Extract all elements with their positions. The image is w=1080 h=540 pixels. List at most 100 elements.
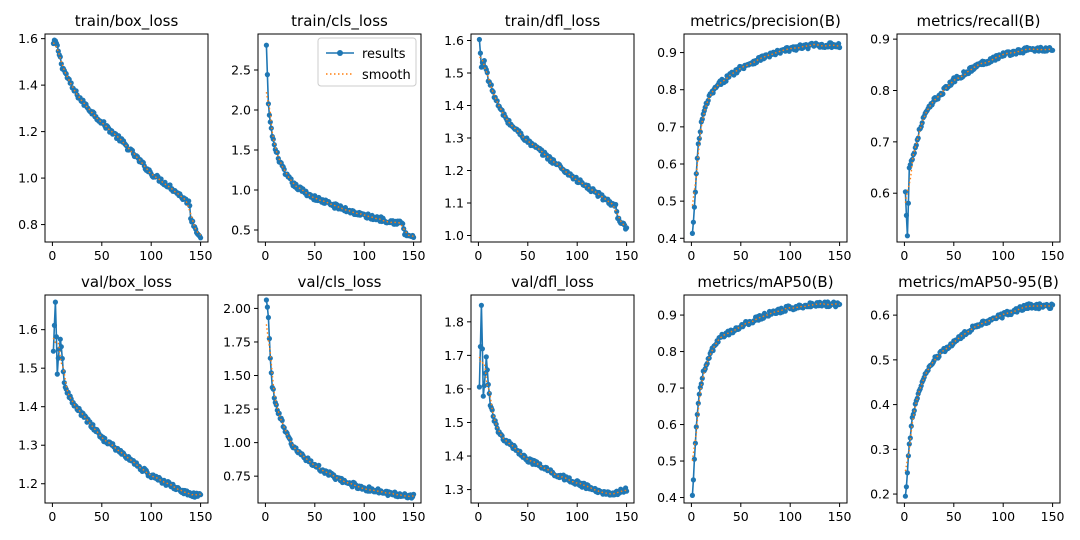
y-tick-label: 0.8 <box>657 82 677 97</box>
y-tick-label: 1.0 <box>444 228 464 243</box>
y-tick-label: 1.6 <box>18 322 38 337</box>
results-line <box>265 299 415 500</box>
x-tick-label: 100 <box>778 248 802 263</box>
results-point <box>689 230 696 236</box>
y-tick-label: 0.4 <box>657 490 677 505</box>
results-point <box>573 174 579 180</box>
subplot-train-box-loss: train/box_loss 0 50 100 150 0.8 1.0 1.2 1.4 1.6 <box>18 12 212 263</box>
x-tick-label: 0 <box>48 248 56 263</box>
results-point <box>61 380 67 386</box>
x-tick-label: 150 <box>1041 248 1065 263</box>
y-tick-label: 1.1 <box>444 196 464 211</box>
y-tick-label: 1.50 <box>223 368 251 383</box>
x-tick-label: 150 <box>189 509 213 524</box>
results-point <box>158 176 164 182</box>
results-point <box>903 212 910 218</box>
results-point <box>476 36 482 43</box>
results-point <box>624 488 630 494</box>
y-tick-label: 1.6 <box>444 33 464 48</box>
results-point <box>101 119 107 125</box>
subplot-title: train/cls_loss <box>291 12 388 31</box>
y-tick-label: 1.5 <box>231 143 251 158</box>
results-point <box>692 440 699 446</box>
results-point <box>698 381 704 387</box>
y-tick-label: 0.5 <box>657 194 677 209</box>
y-tick-label: 0.8 <box>657 344 677 359</box>
results-point <box>517 448 523 454</box>
x-tick-label: 100 <box>352 248 376 263</box>
results-point <box>909 156 915 163</box>
subplot-title: val/cls_loss <box>298 273 382 292</box>
legend-smooth-label: smooth <box>362 68 411 83</box>
x-tick-label: 150 <box>189 248 213 263</box>
subplot-metrics-recall-b-: metrics/recall(B) 0 50 100 150 0.6 0.7 0.8 0.9 <box>870 12 1064 263</box>
results-point <box>481 58 487 64</box>
results-point <box>566 475 572 481</box>
x-tick-label: 0 <box>261 509 269 524</box>
subplot-title: metrics/precision(B) <box>690 12 841 30</box>
smooth-line <box>478 356 627 495</box>
x-tick-label: 100 <box>352 509 376 524</box>
results-point <box>57 336 63 342</box>
results-point <box>1050 302 1056 308</box>
y-tick-label: 1.3 <box>18 438 38 453</box>
results-point <box>905 453 912 459</box>
results-point <box>59 355 65 362</box>
subplot-title: val/box_loss <box>81 273 172 292</box>
y-tick-label: 0.4 <box>657 231 677 246</box>
results-point <box>1050 47 1056 53</box>
results-point <box>695 400 701 406</box>
results-point <box>484 70 490 76</box>
results-point <box>53 334 60 340</box>
legend: results smooth <box>317 37 417 87</box>
y-tick-label: 1.5 <box>18 361 38 376</box>
results-point <box>690 219 697 225</box>
x-tick-label: 150 <box>402 248 426 263</box>
y-tick-label: 1.4 <box>444 98 464 113</box>
results-point <box>478 302 484 308</box>
x-tick-label: 50 <box>94 509 110 524</box>
x-tick-label: 50 <box>307 248 323 263</box>
results-point <box>186 198 192 204</box>
x-tick-label: 100 <box>139 509 163 524</box>
results-point <box>914 395 920 401</box>
y-tick-label: 0.3 <box>870 442 890 457</box>
results-point <box>54 42 60 49</box>
results-point <box>267 355 273 361</box>
plot-frame <box>683 294 848 504</box>
results-point <box>902 189 909 195</box>
results-point <box>270 136 276 142</box>
results-line <box>52 302 202 500</box>
results-line <box>904 301 1054 497</box>
results-point <box>782 308 788 314</box>
y-tick-label: 0.9 <box>657 308 677 323</box>
y-tick-label: 2.0 <box>231 103 251 118</box>
subplot-title: train/box_loss <box>75 12 179 31</box>
y-tick-label: 1.5 <box>444 415 464 430</box>
results-point <box>624 225 630 231</box>
subplot-val-cls-loss: val/cls_loss 0 50 100 150 0.75 1.00 1.25 1.50 1.7… <box>223 273 425 524</box>
y-tick-label: 2.00 <box>223 301 251 316</box>
y-tick-label: 0.8 <box>870 83 890 98</box>
x-tick-label: 50 <box>946 509 962 524</box>
plot-frame <box>683 33 848 243</box>
subplot-title: metrics/mAP50-95(B) <box>898 273 1059 291</box>
results-point <box>477 50 483 56</box>
results-point <box>614 208 620 215</box>
results-point <box>905 200 912 206</box>
subplot-title: val/dfl_loss <box>511 273 594 292</box>
results-point <box>836 41 842 47</box>
results-point <box>906 441 912 447</box>
smooth-line <box>904 48 1053 203</box>
x-tick-label: 100 <box>991 248 1015 263</box>
x-tick-label: 50 <box>946 248 962 263</box>
results-point <box>902 493 909 499</box>
y-tick-label: 0.4 <box>870 397 890 412</box>
results-point <box>52 299 59 305</box>
y-tick-label: 2.5 <box>231 63 251 78</box>
results-point <box>276 410 282 416</box>
results-point <box>281 166 287 172</box>
results-point <box>903 484 910 490</box>
subplot-title: metrics/recall(B) <box>916 12 1040 30</box>
